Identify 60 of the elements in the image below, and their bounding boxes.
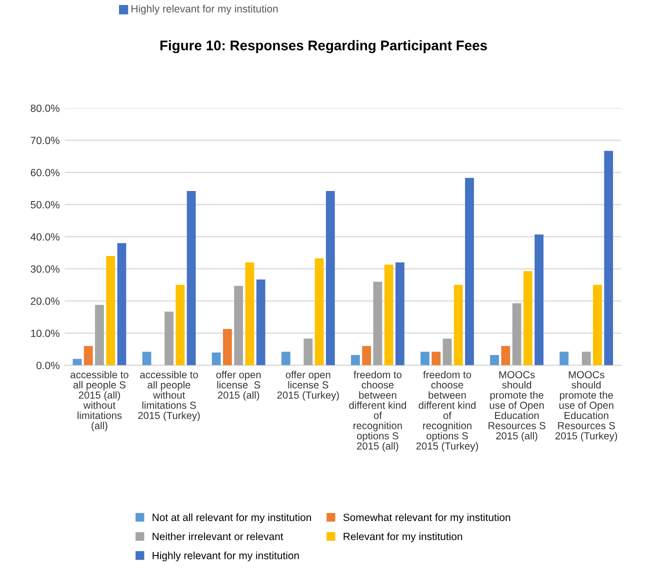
- x-tick-label: freedom to choose between different kind of recognition options S 2015 (Turkey): [416, 370, 478, 452]
- bar: [560, 352, 569, 366]
- bar: [523, 271, 532, 366]
- x-tick-label: offer open license S 2015 (all): [216, 370, 261, 401]
- bar: [281, 352, 290, 366]
- x-tick-label: MOOCs should promote the use of Open Education Resources S 2015 (all): [488, 371, 546, 442]
- bar: [95, 304, 104, 366]
- y-tick-label: 20.0%: [30, 298, 60, 305]
- x-tick-label: offer open license S 2015 (Turkey): [277, 370, 339, 401]
- y-tick-label: 50.0%: [30, 201, 60, 208]
- bar: [534, 234, 544, 366]
- y-tick-label: 60.0%: [30, 168, 60, 176]
- bar: [84, 346, 93, 366]
- bar: [501, 346, 510, 366]
- bar: [142, 352, 152, 366]
- bar: [326, 191, 335, 366]
- bar: [454, 284, 463, 366]
- bar: [314, 258, 324, 366]
- legend-label: Relevant for my institution: [344, 532, 462, 542]
- bar: [373, 282, 382, 366]
- bar: [245, 262, 254, 366]
- x-tick-label: accessible to all people S 2015 (all) without limitations (all): [70, 370, 128, 432]
- bar: [442, 338, 452, 366]
- bar: [234, 286, 244, 366]
- bar: [432, 352, 441, 366]
- y-tick-label: 40.0%: [30, 233, 60, 241]
- legend-label: Neither irrelevant or relevant: [152, 532, 284, 540]
- y-tick-label: 10.0%: [31, 330, 60, 338]
- y-tick-label: 70.0%: [30, 136, 60, 144]
- bar: [582, 352, 591, 366]
- legend-label: Not at all relevant for my institution: [152, 513, 311, 524]
- x-tick-label: freedom to choose between different kind of recognition options S 2015 (all): [349, 370, 406, 452]
- bar: [106, 256, 116, 366]
- bar: [512, 303, 522, 366]
- bar: [186, 191, 196, 366]
- legend-label: Highly relevant for my institution: [152, 552, 299, 562]
- bar: [384, 264, 394, 366]
- bar: [212, 352, 221, 366]
- bar: [604, 150, 614, 366]
- x-tick-label: MOOCs should promote the use of Open Education Resources S 2015 (Turkey): [555, 371, 618, 442]
- bar: [490, 355, 499, 366]
- bar: [465, 178, 474, 366]
- bar: [304, 338, 313, 366]
- y-tick-label: 0.0%: [36, 362, 60, 370]
- bar: [350, 355, 360, 366]
- bar: [593, 284, 602, 366]
- bar: [420, 352, 430, 366]
- text: Highly relevant for my institution: [132, 4, 278, 15]
- bar: [176, 284, 185, 366]
- caption: Figure 10: Responses Regarding Participant Fees: [160, 40, 487, 54]
- x-tick-label: accessible to all people without limitations S 2015 (Turkey): [138, 370, 200, 422]
- bar: [117, 243, 126, 366]
- bar: [223, 328, 232, 366]
- bar: [395, 262, 404, 366]
- bar: [256, 279, 266, 366]
- y-tick-label: 30.0%: [30, 265, 60, 273]
- bar: [164, 312, 174, 366]
- bar: [362, 346, 372, 366]
- y-tick-label: 80.0%: [30, 104, 60, 112]
- legend-label: Somewhat relevant for my institution: [343, 513, 510, 524]
